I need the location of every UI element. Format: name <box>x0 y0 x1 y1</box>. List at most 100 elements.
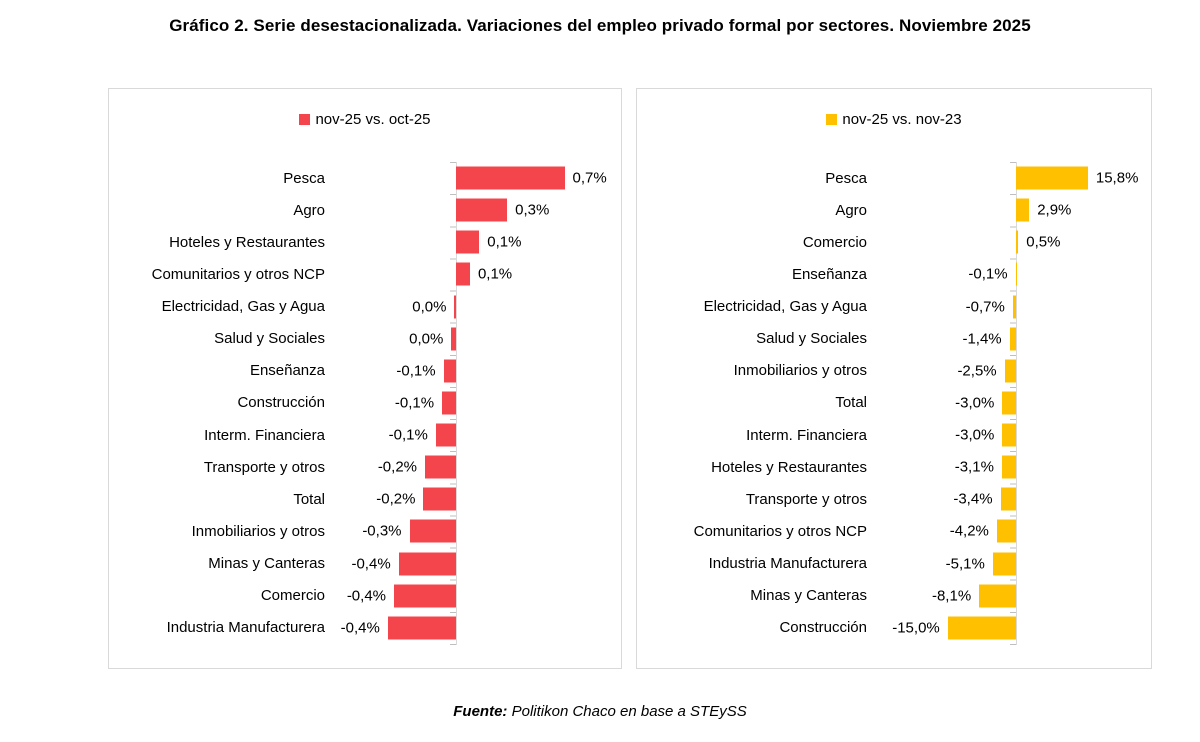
value-label: -3,0% <box>955 426 995 444</box>
bar-track: -0,2% <box>331 451 621 483</box>
bar-row: Total -0,2% <box>109 483 621 515</box>
plot-area-mom: Pesca 0,7% Agro 0,3% <box>109 162 621 645</box>
bar-row: Industria Manufacturera -0,4% <box>109 612 621 644</box>
data-bar <box>947 616 1016 640</box>
data-bar <box>1016 230 1019 254</box>
legend-swatch-gold-icon <box>826 113 838 125</box>
bar-track: 0,3% <box>331 194 621 226</box>
data-bar <box>996 519 1016 543</box>
bar-row: Electricidad, Gas y Agua -0,7% <box>637 291 1151 323</box>
legend-mom: nov-25 vs. oct-25 <box>109 109 621 129</box>
bar-track: -0,1% <box>331 387 621 419</box>
bar-track: 0,7% <box>331 162 621 194</box>
bar-row: Minas y Canteras -8,1% <box>637 580 1151 612</box>
legend-swatch-red-icon <box>299 113 311 125</box>
bar-track: -0,4% <box>331 580 621 612</box>
category-label: Minas y Canteras <box>208 555 325 573</box>
bar-row: Construcción -15,0% <box>637 612 1151 644</box>
bar-track: -0,4% <box>331 548 621 580</box>
data-bar <box>387 616 456 640</box>
data-bar <box>451 327 456 351</box>
data-bar <box>423 487 456 511</box>
bar-track: -3,0% <box>873 419 1151 451</box>
category-label: Industria Manufacturera <box>166 619 325 637</box>
category-label: Enseñanza <box>249 362 325 380</box>
category-label: Comercio <box>260 587 325 605</box>
category-label: Pesca <box>283 169 325 187</box>
category-label: Hoteles y Restaurantes <box>169 233 325 251</box>
bar-track: -1,4% <box>873 323 1151 355</box>
bar-row: Construcción -0,1% <box>109 387 621 419</box>
data-bar <box>456 198 508 222</box>
category-label: Interm. Financiera <box>746 426 867 444</box>
bar-row: Pesca 0,7% <box>109 162 621 194</box>
data-bar <box>456 166 565 190</box>
category-label: Interm. Financiera <box>204 426 325 444</box>
bar-row: Electricidad, Gas y Agua 0,0% <box>109 291 621 323</box>
category-label: Enseñanza <box>791 265 867 283</box>
data-bar <box>456 230 480 254</box>
bar-track: -3,1% <box>873 451 1151 483</box>
bar-row: Enseñanza -0,1% <box>109 355 621 387</box>
bar-track: 15,8% <box>873 162 1151 194</box>
bar-track: -2,5% <box>873 355 1151 387</box>
value-label: -8,1% <box>931 587 972 605</box>
value-label: -0,7% <box>965 298 1005 316</box>
bar-row: Comercio 0,5% <box>637 226 1151 258</box>
bar-track: 0,5% <box>873 226 1151 258</box>
category-label: Agro <box>835 201 867 219</box>
data-bar <box>1016 198 1030 222</box>
value-label: -15,0% <box>892 619 940 637</box>
category-label: Construcción <box>237 394 325 412</box>
category-axis-line <box>456 162 457 645</box>
data-bar <box>1000 487 1016 511</box>
bar-track: -5,1% <box>873 548 1151 580</box>
category-label: Pesca <box>825 169 867 187</box>
bar-row: Salud y Sociales -1,4% <box>637 323 1151 355</box>
category-label: Salud y Sociales <box>214 330 325 348</box>
bar-track: -0,4% <box>331 612 621 644</box>
bar-track: -3,4% <box>873 483 1151 515</box>
data-bar <box>435 423 456 447</box>
data-bar <box>454 295 456 319</box>
value-label: 0,3% <box>515 201 550 219</box>
category-label: Agro <box>293 201 325 219</box>
data-bar <box>1001 455 1016 479</box>
data-bar <box>1004 359 1016 383</box>
category-label: Minas y Canteras <box>750 587 867 605</box>
data-bar <box>1012 295 1016 319</box>
bar-row: Industria Manufacturera -5,1% <box>637 548 1151 580</box>
data-bar <box>1002 423 1016 447</box>
value-label: -0,2% <box>377 458 417 476</box>
chart-panel-month-over-month: nov-25 vs. oct-25 Pesca 0,7% Agr <box>108 88 622 669</box>
data-bar <box>443 359 456 383</box>
category-label: Transporte y otros <box>745 490 867 508</box>
bar-row: Transporte y otros -3,4% <box>637 483 1151 515</box>
bar-row: Comunitarios y otros NCP 0,1% <box>109 258 621 290</box>
bar-row: Agro 0,3% <box>109 194 621 226</box>
legend-label: nov-25 vs. nov-23 <box>842 110 962 128</box>
figure-title: Gráfico 2. Serie desestacionalizada. Var… <box>169 16 1031 35</box>
value-label: -0,3% <box>362 522 402 540</box>
bar-track: 0,1% <box>331 226 621 258</box>
category-label: Comunitarios y otros NCP <box>151 265 325 283</box>
bar-row: Interm. Financiera -0,1% <box>109 419 621 451</box>
value-label: -3,0% <box>955 394 995 412</box>
data-bar <box>442 391 456 415</box>
category-label: Industria Manufacturera <box>708 555 867 573</box>
value-label: 0,0% <box>412 298 447 316</box>
bar-track: -4,2% <box>873 515 1151 547</box>
value-label: -0,2% <box>376 490 416 508</box>
bar-track: 0,1% <box>331 258 621 290</box>
category-label: Hoteles y Restaurantes <box>711 458 867 476</box>
data-bar <box>1009 327 1016 351</box>
bar-track: 0,0% <box>331 323 621 355</box>
bar-row: Minas y Canteras -0,4% <box>109 548 621 580</box>
bar-track: -0,1% <box>331 419 621 451</box>
bar-row: Enseñanza -0,1% <box>637 258 1151 290</box>
bar-track: -0,2% <box>331 483 621 515</box>
value-label: -1,4% <box>962 330 1002 348</box>
value-label: -0,4% <box>346 587 386 605</box>
value-label: -0,4% <box>340 619 380 637</box>
